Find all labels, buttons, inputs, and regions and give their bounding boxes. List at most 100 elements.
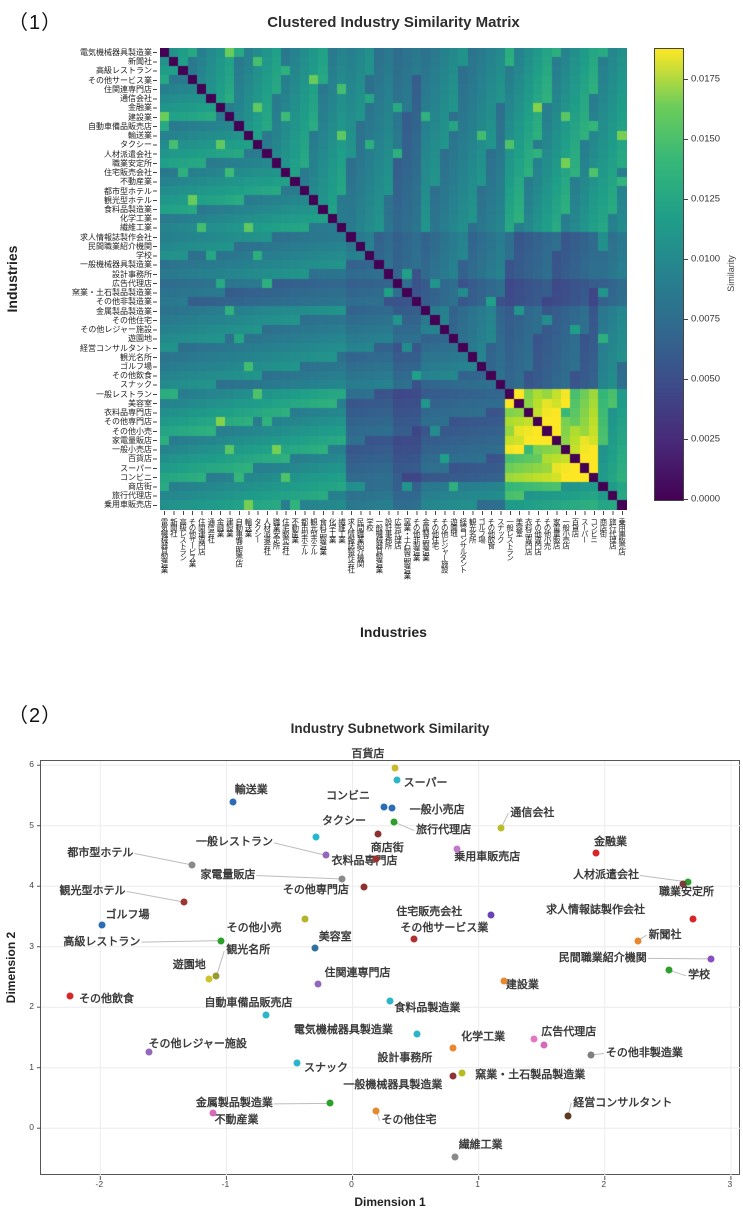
scatter-point-label: 遊園地 bbox=[172, 959, 206, 972]
scatter-point-label: その他飲食 bbox=[79, 993, 134, 1006]
heatmap-row-label: その他住宅 bbox=[112, 315, 152, 325]
colorbar-tick-mark bbox=[684, 259, 688, 261]
heatmap-row-label: 遊園地 bbox=[128, 334, 152, 344]
scatter-point-label: スナック bbox=[304, 1062, 349, 1075]
heatmap-col-label: スナック bbox=[496, 518, 506, 542]
heatmap-row-label: 一般小売店 bbox=[112, 445, 152, 455]
scatter-point bbox=[388, 804, 396, 812]
scatter-point-label: 通信会社 bbox=[510, 806, 555, 819]
scatter-point-label: 建設業 bbox=[505, 979, 539, 992]
heatmap-col-label: 都市型ホテル bbox=[300, 518, 310, 554]
scatter-point-label: 民間職業紹介機関 bbox=[558, 951, 647, 964]
scatter-point bbox=[312, 833, 320, 841]
scatter-point bbox=[540, 1041, 548, 1049]
colorbar-tick-mark bbox=[684, 319, 688, 321]
scatter-point bbox=[66, 992, 74, 1000]
scatter-point bbox=[390, 818, 398, 826]
scatter-x-tick-label: 1 bbox=[475, 1179, 481, 1189]
colorbar-tick-label: 0.0100 bbox=[691, 253, 721, 265]
heatmap-row-label: 一般機械器具製造業 bbox=[80, 260, 152, 270]
heatmap-row-label: 都市型ホテル bbox=[104, 186, 152, 196]
heatmap-row-label: 求人情報誌製作会社 bbox=[80, 232, 152, 242]
figure-2: （2） Industry Subnetwork Similarity Dimen… bbox=[0, 693, 743, 1221]
scatter-point-label: 学校 bbox=[688, 969, 711, 982]
heatmap-col-label: 美容室 bbox=[514, 518, 524, 536]
scatter-point-label: 不動産業 bbox=[214, 1114, 259, 1127]
heatmap-col-label: その他住宅 bbox=[430, 518, 440, 548]
heatmap-col-label: 一般機械器具製造業 bbox=[374, 518, 384, 572]
heatmap-col-label: ゴルフ場 bbox=[477, 518, 487, 542]
scatter-point bbox=[386, 997, 394, 1005]
scatter-point bbox=[188, 861, 196, 869]
heatmap-col-label: 電気機械器具製造業 bbox=[160, 518, 169, 572]
scatter-point-label: 旅行代理店 bbox=[416, 824, 472, 837]
scatter-point bbox=[229, 798, 237, 806]
heatmap-row-label: 家電量販店 bbox=[112, 435, 152, 445]
heatmap-row-label: その他小売 bbox=[112, 426, 152, 436]
scatter-point bbox=[372, 1107, 380, 1115]
scatter-point bbox=[322, 851, 330, 859]
heatmap-col-label: 自動車備品販売店 bbox=[234, 518, 244, 566]
heatmap-row-label: 学校 bbox=[136, 251, 152, 261]
heatmap-col-label: その他レジャー施設 bbox=[440, 518, 450, 572]
scatter-y-tick-label: 3 bbox=[29, 940, 34, 951]
scatter-point bbox=[338, 875, 346, 883]
heatmap-col-label: 住宅販売会社 bbox=[281, 518, 291, 554]
colorbar-tick-mark bbox=[684, 379, 688, 381]
heatmap-col-label: 不動産業 bbox=[290, 518, 300, 542]
heatmap-col-label: タクシー bbox=[253, 518, 263, 542]
colorbar-tick-label: 0.0075 bbox=[691, 313, 721, 325]
scatter-point bbox=[262, 1011, 269, 1019]
scatter-point bbox=[410, 935, 418, 943]
scatter-point-label: タクシー bbox=[321, 814, 366, 827]
colorbar-tick-label: 0.0125 bbox=[691, 193, 721, 205]
heatmap-row-label: 化学工業 bbox=[120, 214, 152, 224]
heatmap-row-label: 電気機械器具製造業 bbox=[80, 48, 152, 57]
scatter-point bbox=[98, 921, 106, 929]
heatmap-row-label: 建設業 bbox=[128, 112, 152, 122]
heatmap-col-label: その他小売 bbox=[542, 518, 552, 548]
heatmap-col-label: 職業安定所 bbox=[272, 518, 282, 548]
heatmap-row-label: コンビニ bbox=[120, 472, 152, 482]
heatmap-canvas bbox=[160, 48, 627, 510]
scatter-point bbox=[212, 972, 220, 980]
heatmap-col-label: その他飲食 bbox=[486, 518, 496, 548]
scatter-point bbox=[592, 849, 600, 857]
heatmap-row-label: 旅行代理店 bbox=[112, 491, 152, 501]
heatmap-row-label: タクシー bbox=[120, 140, 152, 150]
heatmap-row-label: 美容室 bbox=[128, 398, 152, 408]
scatter-point bbox=[311, 944, 319, 952]
scatter-point bbox=[360, 883, 368, 891]
scatter-point bbox=[451, 1153, 459, 1161]
colorbar-tick-mark bbox=[684, 79, 688, 81]
scatter-point-label: スーパー bbox=[403, 776, 448, 789]
heatmap-row-label: 食料品製造業 bbox=[104, 204, 152, 214]
scatter-point-label: 自動車備品販売店 bbox=[204, 997, 293, 1010]
colorbar-tick-mark bbox=[684, 199, 688, 201]
heatmap-col-label: 民間職業紹介機関 bbox=[356, 518, 366, 566]
heatmap-col-label: 繊維工業 bbox=[337, 518, 347, 542]
scatter-point bbox=[634, 937, 642, 945]
heatmap-row-label: 繊維工業 bbox=[120, 223, 152, 233]
heatmap-row-label: その他非製造業 bbox=[96, 297, 152, 307]
scatter-y-tick-labels: 0 1 2 3 4 5 6 bbox=[0, 759, 36, 1175]
heatmap-col-label: コンビニ bbox=[589, 518, 599, 542]
scatter-point-label: 繊維工業 bbox=[458, 1139, 503, 1152]
heatmap-col-label: 通信会社 bbox=[206, 518, 216, 542]
heatmap-col-label: 広告代理店 bbox=[393, 518, 403, 548]
scatter-point-label: 求人情報誌製作会社 bbox=[546, 904, 646, 917]
scatter-point-label: 設計事務所 bbox=[377, 1052, 433, 1065]
heatmap-row-label: 金融業 bbox=[128, 103, 152, 113]
scatter-point-label: 美容室 bbox=[318, 930, 352, 943]
heatmap-col-label: 商店街 bbox=[598, 518, 608, 536]
heatmap-col-label: 高級レストラン bbox=[178, 518, 188, 560]
scatter-point bbox=[487, 911, 495, 919]
scatter-point bbox=[326, 1099, 334, 1107]
heatmap-row-label: その他レジャー施設 bbox=[80, 325, 152, 335]
colorbar-tick-label: 0.0050 bbox=[691, 373, 721, 385]
scatter-point bbox=[374, 830, 382, 838]
scatter-point-label: 住関連専門店 bbox=[324, 967, 391, 980]
figure-1-title: Clustered Industry Similarity Matrix bbox=[267, 14, 520, 31]
scatter-point bbox=[449, 1044, 457, 1052]
